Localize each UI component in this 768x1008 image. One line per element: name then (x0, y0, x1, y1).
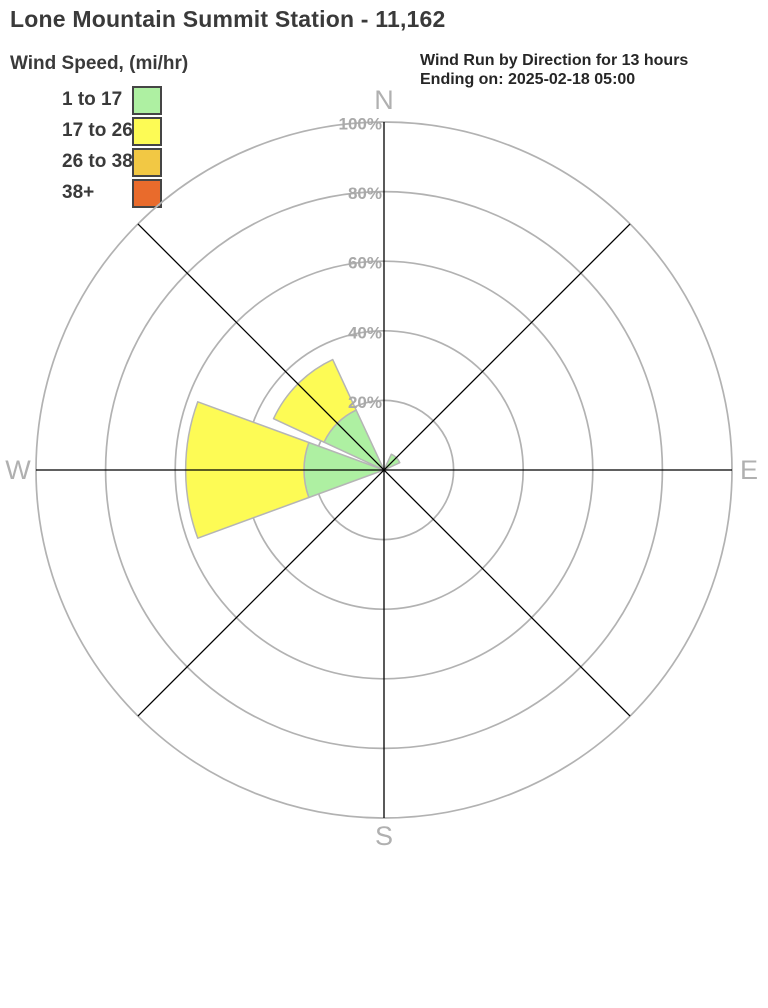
grid-rings (35, 121, 733, 819)
radial-tick-80%: 80% (348, 184, 382, 203)
wedge-W-17to26 (184, 401, 310, 539)
legend-item: 17 to 26 (62, 117, 162, 146)
wedges (184, 358, 401, 539)
legend-item: 26 to 38 (62, 148, 162, 177)
legend-swatch-green (132, 86, 162, 115)
legend-item-label: 17 to 26 (62, 119, 133, 141)
chart-subtitle: Wind Run by Direction for 13 hours Endin… (420, 51, 688, 89)
chart-subtitle-line2: Ending on: 2025-02-18 05:00 (420, 71, 636, 88)
legend-item-label: 1 to 17 (62, 88, 123, 110)
legend-item: 1 to 17 (62, 86, 162, 115)
legend-swatch-amber (132, 148, 162, 177)
radial-tick-40%: 40% (348, 323, 382, 342)
page-title: Lone Mountain Summit Station - 11,162 (10, 6, 446, 32)
wedge-NE-1to17 (383, 453, 401, 471)
legend-title: Wind Speed, (mi/hr) (10, 53, 189, 74)
compass-label-S: S (375, 821, 393, 851)
wedge-NW-1to17 (323, 409, 385, 471)
wedge-W-1to17 (303, 441, 385, 499)
compass-labels: N S W E (5, 85, 758, 851)
radial-tick-60%: 60% (348, 254, 382, 273)
legend-swatch-orange (132, 179, 162, 208)
legend-item: 38+ (62, 179, 162, 208)
radial-tick-20%: 20% (348, 393, 382, 412)
legend-item-label: 38+ (62, 181, 95, 203)
radial-tick-100%: 100% (339, 115, 382, 134)
wedge-NW-17to26 (272, 358, 357, 443)
legend-item-label: 26 to 38 (62, 150, 133, 172)
legend-swatch-yellow (132, 117, 162, 146)
compass-label-E: E (740, 455, 758, 485)
axis-lines (36, 122, 732, 818)
chart-subtitle-line1: Wind Run by Direction for 13 hours (420, 52, 689, 69)
compass-label-W: W (5, 455, 31, 485)
radial-tick-labels: 20% 40% 60% 80% 100% (339, 115, 382, 412)
compass-label-N: N (374, 85, 394, 115)
